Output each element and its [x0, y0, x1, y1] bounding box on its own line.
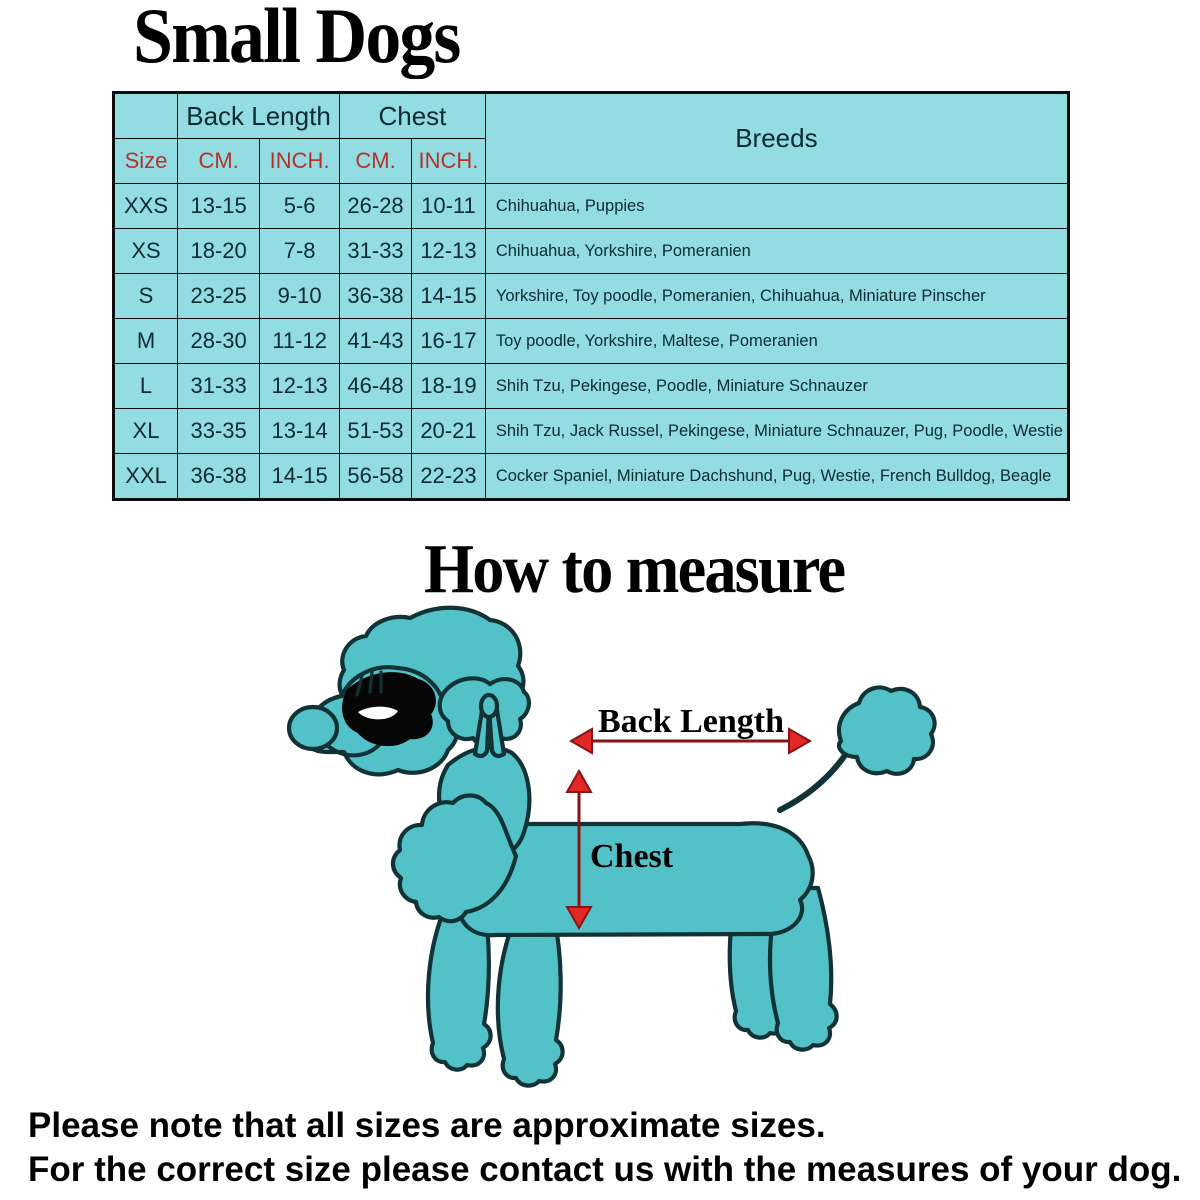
svg-text:Chest: Chest	[590, 838, 674, 875]
svg-text:Back Length: Back Length	[598, 703, 784, 740]
